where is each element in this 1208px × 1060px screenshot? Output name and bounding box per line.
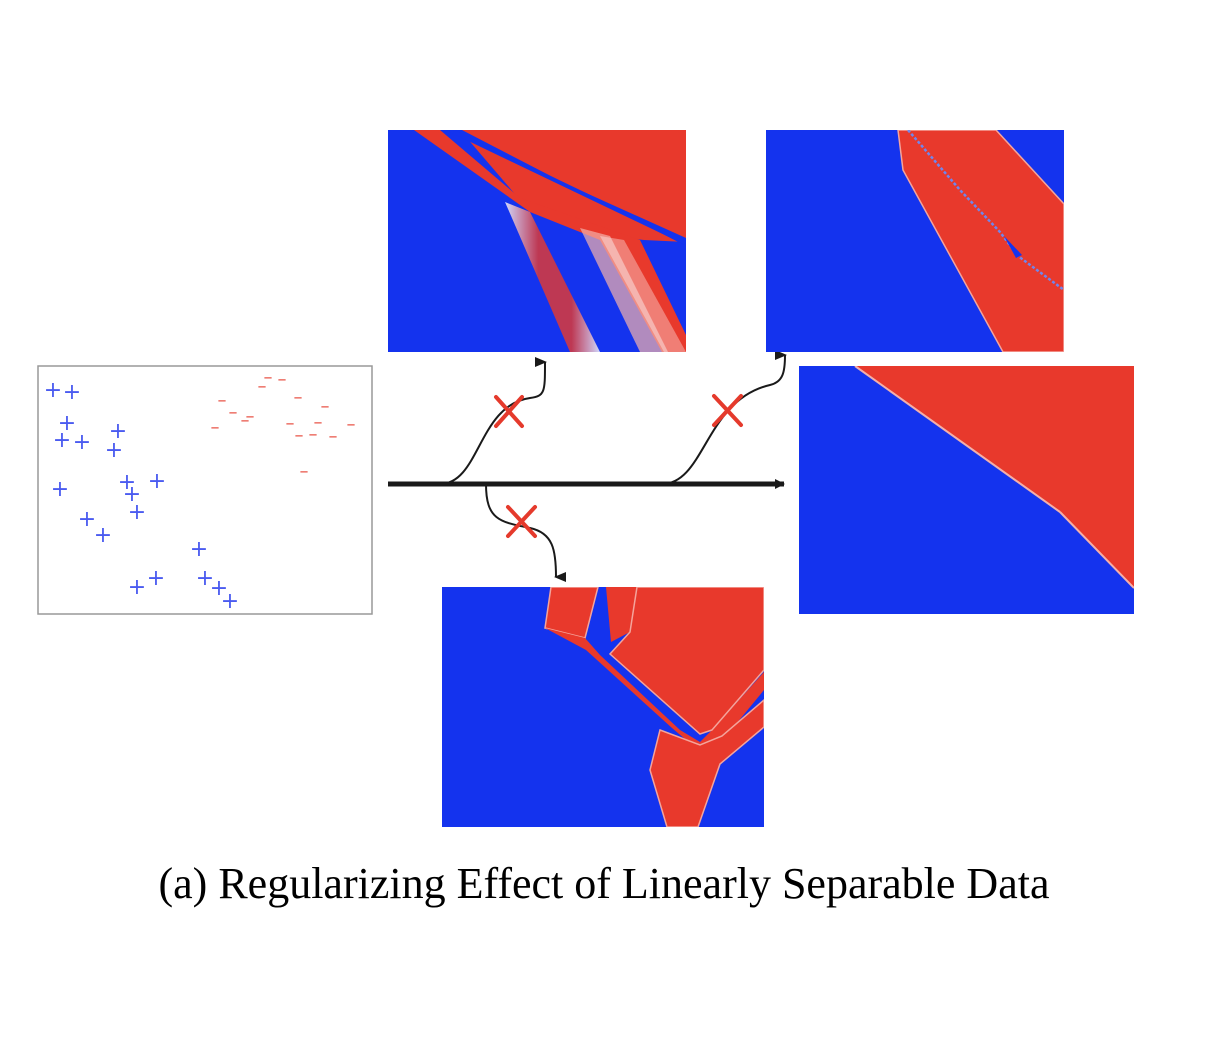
negative-sample-marker: – [329,426,338,447]
branch-arrow-top-left [439,356,547,485]
negative-sample-marker: – [218,390,227,411]
negative-sample-marker: – [314,412,323,433]
branch-arrow-bottom [485,483,567,582]
negative-sample-marker: – [321,396,330,417]
negative-sample-marker: – [347,414,356,435]
positive-sample-marker: + [63,380,81,405]
negative-sample-marker: – [300,461,309,482]
positive-sample-marker: + [51,477,69,502]
boundary-panel-bottom [442,587,764,827]
data-points: + +++ + +++ ++++++++ + +++– ––– –– – ––– – – –– – –– [44,367,356,614]
positive-sample-marker: + [147,566,165,591]
input-data-frame [37,365,373,615]
positive-sample-marker: + [44,378,62,403]
positive-sample-marker: + [123,482,141,507]
branch-arrow-top-right [661,349,787,485]
negative-sample-marker: – [294,387,303,408]
negative-sample-marker: – [258,376,267,397]
positive-sample-marker: + [221,589,239,614]
negative-sample-marker: – [295,425,304,446]
figure-caption: (a) Regularizing Effect of Linearly Sepa… [158,859,1050,908]
positive-sample-marker: + [58,411,76,436]
negative-sample-marker: – [229,402,238,423]
negative-sample-marker: – [286,413,295,434]
negative-sample-marker: – [246,406,255,427]
negative-sample-marker: – [278,369,287,390]
boundary-panel-final [799,366,1134,614]
positive-sample-marker: + [148,469,166,494]
negative-sample-marker: – [264,367,273,388]
input-data-panel: + +++ + +++ ++++++++ + +++– ––– –– – ––– – – –– – –– [37,365,373,615]
reject-cross-bottom [506,505,537,538]
positive-sample-marker: + [73,430,91,455]
positive-sample-marker: + [210,576,228,601]
boundary-panel-top-right [766,130,1064,352]
reject-cross-top-left [494,395,524,428]
positive-sample-marker: + [78,507,96,532]
boundary-panel-top-left [388,130,686,352]
positive-sample-marker: + [94,523,112,548]
reject-cross-top-right [712,394,743,427]
positive-sample-marker: + [196,566,214,591]
negative-sample-marker: – [241,410,250,431]
positive-sample-marker: + [128,500,146,525]
positive-sample-marker: + [105,438,123,463]
positive-sample-marker: + [109,419,127,444]
positive-sample-marker: + [118,470,136,495]
positive-sample-marker: + [128,575,146,600]
negative-sample-marker: – [309,424,318,445]
negative-sample-marker: – [211,417,220,438]
positive-sample-marker: + [53,428,71,453]
positive-sample-marker: + [190,537,208,562]
